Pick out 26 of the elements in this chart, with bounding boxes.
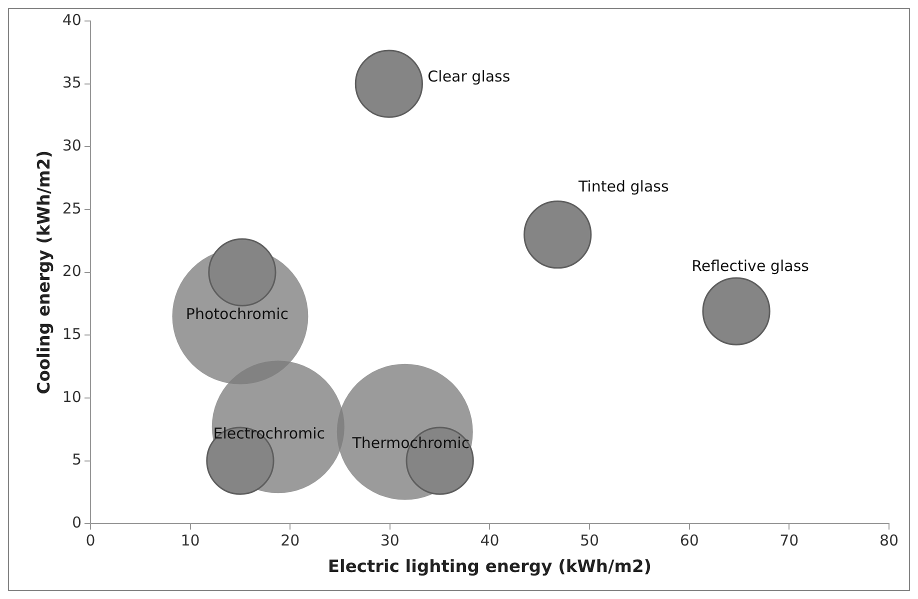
y-tick-label: 5 <box>72 450 82 469</box>
y-tick-label: 0 <box>72 513 82 532</box>
annotation: Reflective glass <box>692 257 810 276</box>
y-tick-label: 25 <box>62 199 82 218</box>
x-tick-label: 0 <box>86 531 96 550</box>
y-tick-label: 20 <box>62 262 82 280</box>
x-tick-label: 30 <box>380 531 400 550</box>
annotation: Electrochromic <box>213 424 326 443</box>
x-axis-title: Electric lighting energy (kWh/m2) <box>328 557 652 578</box>
x-tick-label: 20 <box>280 531 300 550</box>
x-tick-label: 10 <box>180 531 200 550</box>
y-tick-label: 10 <box>62 388 82 406</box>
y-tick-label: 30 <box>62 136 82 155</box>
x-tick-label: 50 <box>580 531 600 550</box>
annotation: Thermochromic <box>351 434 470 452</box>
x-tick-label: 80 <box>879 531 899 550</box>
x-tick-label: 40 <box>480 531 500 550</box>
x-tick-label: 60 <box>680 531 699 550</box>
x-tick-label: 70 <box>780 531 799 550</box>
annotation: Clear glass <box>428 68 510 86</box>
y-tick-label: 35 <box>62 74 82 92</box>
y-tick-label: 40 <box>62 10 82 29</box>
y-tick-label: 15 <box>62 325 82 344</box>
annotation: Tinted glass <box>577 177 669 196</box>
annotation: Photochromic <box>186 305 289 324</box>
y-axis-title: Cooling energy (kWh/m2) <box>34 150 55 394</box>
